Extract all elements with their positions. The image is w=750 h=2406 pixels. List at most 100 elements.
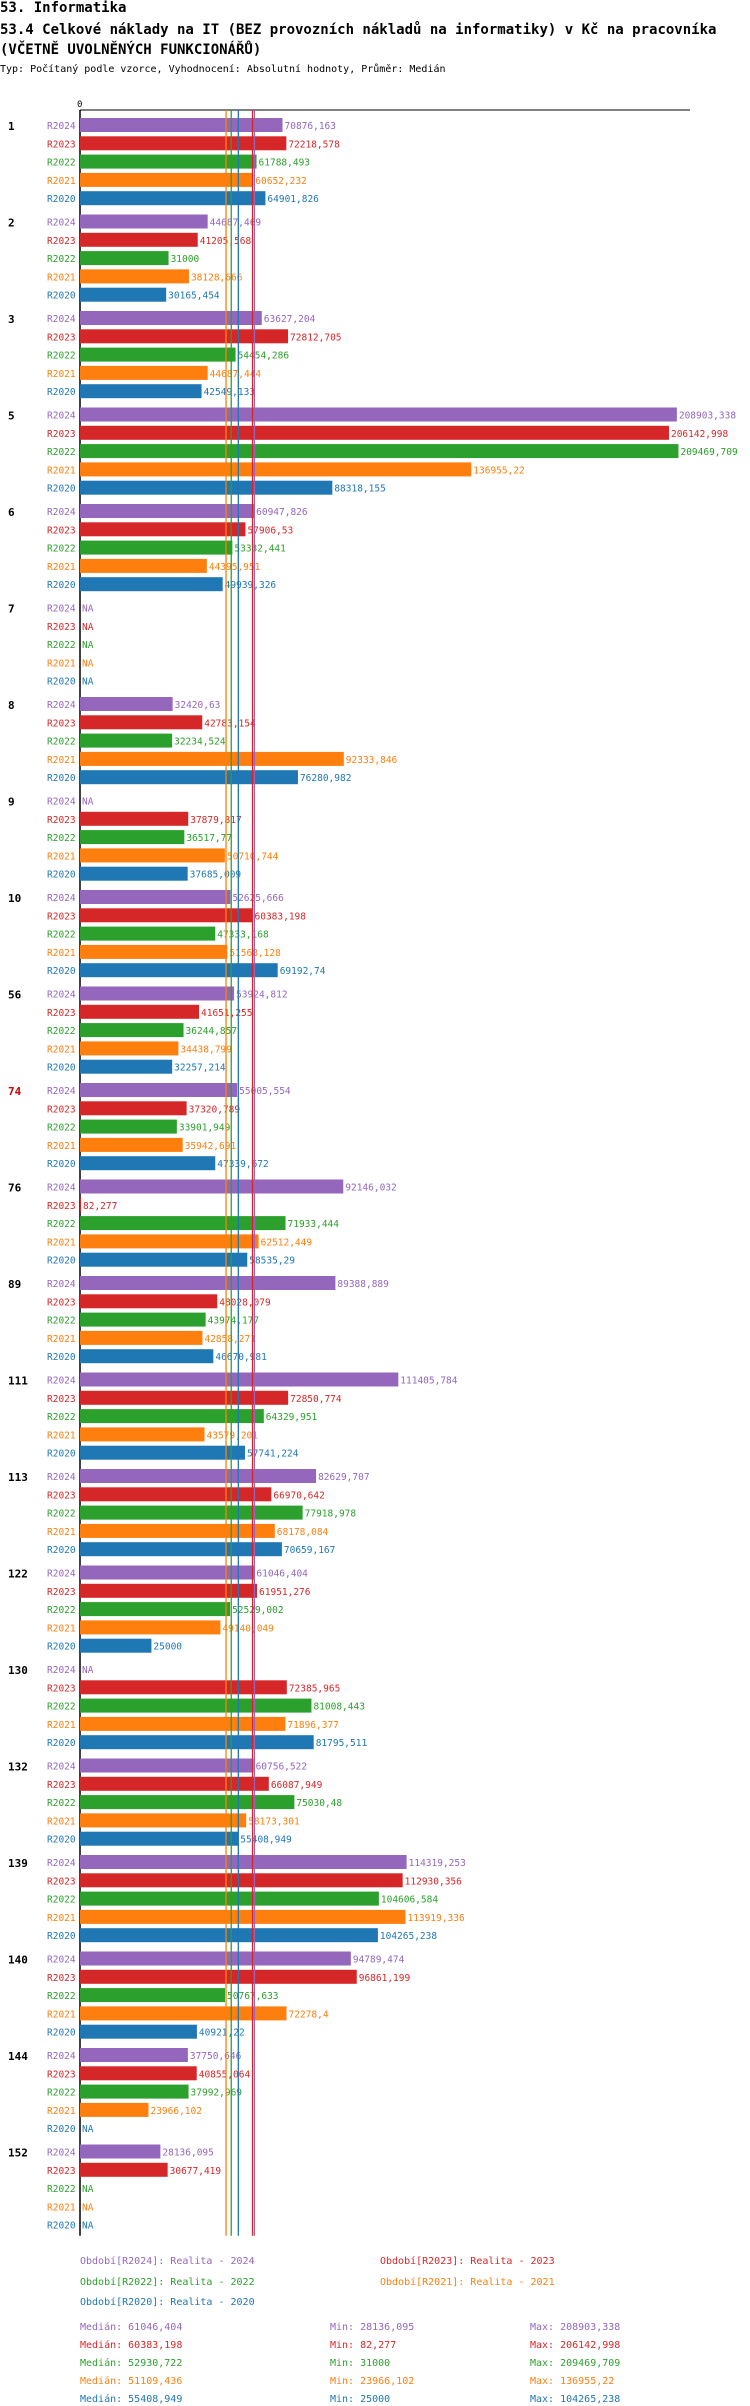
bar-1-R2020 xyxy=(80,191,266,206)
stat-max-R2023: Max: 206142,998 xyxy=(530,2340,620,2351)
group-label-89: 89 xyxy=(8,1278,21,1291)
group-label-144: 144 xyxy=(8,2050,28,2063)
bar-2-R2022 xyxy=(80,251,169,266)
value-label-10-R2020: 69192,74 xyxy=(280,966,326,977)
bar-113-R2021 xyxy=(80,1523,275,1538)
series-label-R2022: R2022 xyxy=(47,1991,76,2002)
series-label-R2024: R2024 xyxy=(47,700,76,711)
series-label-R2020: R2020 xyxy=(47,773,76,784)
value-label-76-R2021: 62512,449 xyxy=(261,1237,313,1248)
series-label-R2022: R2022 xyxy=(47,1026,76,1037)
value-label-113-R2021: 68178,084 xyxy=(277,1527,329,1538)
stat-max-R2020: Max: 104265,238 xyxy=(530,2394,620,2405)
value-label-1-R2023: 72218,578 xyxy=(288,139,340,150)
series-label-R2023: R2023 xyxy=(47,525,76,536)
series-label-R2024: R2024 xyxy=(47,411,76,422)
value-label-132-R2020: 55408,949 xyxy=(240,1835,292,1846)
value-label-3-R2022: 54454,286 xyxy=(238,351,290,362)
bar-6-R2022 xyxy=(80,540,233,555)
bar-8-R2023 xyxy=(80,715,203,730)
value-label-152-R2022: NA xyxy=(82,2184,94,2195)
bar-122-R2020 xyxy=(80,1638,152,1653)
group-label-132: 132 xyxy=(8,1761,28,1774)
value-label-56-R2024: 53924,812 xyxy=(236,990,287,1001)
series-label-R2024: R2024 xyxy=(47,1955,76,1966)
legend-R2022: Období[R2022]: Realita - 2022 xyxy=(80,2276,255,2288)
section-title: 53. Informatika xyxy=(0,0,127,16)
value-label-74-R2024: 55005,554 xyxy=(239,1086,291,1097)
value-label-111-R2022: 64329,951 xyxy=(266,1412,318,1423)
series-label-R2020: R2020 xyxy=(47,580,76,591)
stat-median-R2020: Medián: 55408,949 xyxy=(80,2393,182,2405)
value-label-152-R2020: NA xyxy=(82,2221,94,2232)
series-label-R2022: R2022 xyxy=(47,1509,76,1520)
value-label-10-R2023: 60383,198 xyxy=(255,911,307,922)
bar-5-R2023 xyxy=(80,425,669,440)
series-label-R2024: R2024 xyxy=(47,990,76,1001)
series-label-R2020: R2020 xyxy=(47,484,76,495)
bar-3-R2021 xyxy=(80,365,208,380)
series-label-R2024: R2024 xyxy=(47,1858,76,1869)
value-label-56-R2021: 34438,799 xyxy=(180,1044,232,1055)
value-label-1-R2020: 64901,826 xyxy=(267,194,319,205)
value-label-144-R2022: 37992,969 xyxy=(191,2088,243,2099)
legend-R2021: Období[R2021]: Realita - 2021 xyxy=(380,2276,555,2288)
stat-median-R2022: Medián: 52930,722 xyxy=(80,2357,182,2369)
bar-132-R2022 xyxy=(80,1795,295,1810)
series-label-R2022: R2022 xyxy=(47,2184,76,2195)
bar-113-R2022 xyxy=(80,1505,303,1520)
legend-R2024: Období[R2024]: Realita - 2024 xyxy=(80,2255,255,2267)
series-label-R2023: R2023 xyxy=(47,429,76,440)
series-label-R2021: R2021 xyxy=(47,948,76,959)
value-label-111-R2021: 43579,201 xyxy=(207,1430,259,1441)
value-label-3-R2023: 72812,705 xyxy=(290,332,341,343)
value-label-139-R2020: 104265,238 xyxy=(380,1931,437,1942)
series-label-R2020: R2020 xyxy=(47,1159,76,1170)
bar-9-R2022 xyxy=(80,830,185,845)
series-label-R2024: R2024 xyxy=(47,2051,76,2062)
series-label-R2023: R2023 xyxy=(47,1008,76,1019)
value-label-140-R2021: 72278,4 xyxy=(289,2009,329,2020)
value-label-76-R2023: 82,277 xyxy=(83,1201,117,1212)
bar-2-R2024 xyxy=(80,214,208,229)
bar-8-R2022 xyxy=(80,733,173,748)
series-label-R2023: R2023 xyxy=(47,1973,76,1984)
series-label-R2022: R2022 xyxy=(47,544,76,555)
value-label-10-R2022: 47333,168 xyxy=(217,930,269,941)
value-label-7-R2021: NA xyxy=(82,658,94,669)
value-label-140-R2020: 40921,22 xyxy=(199,2028,245,2039)
value-label-89-R2020: 46670,981 xyxy=(215,1352,267,1363)
bar-132-R2020 xyxy=(80,1831,239,1846)
bar-152-R2023 xyxy=(80,2162,168,2177)
bar-76-R2024 xyxy=(80,1179,344,1194)
bar-10-R2022 xyxy=(80,926,216,941)
series-label-R2023: R2023 xyxy=(47,2166,76,2177)
stat-max-R2022: Max: 209469,709 xyxy=(530,2358,620,2369)
group-label-56: 56 xyxy=(8,989,22,1002)
value-label-74-R2023: 37320,789 xyxy=(189,1104,241,1115)
series-label-R2021: R2021 xyxy=(47,1527,76,1538)
value-label-122-R2023: 61951,276 xyxy=(259,1587,311,1598)
series-label-R2020: R2020 xyxy=(47,966,76,977)
stat-min-R2022: Min: 31000 xyxy=(330,2358,390,2369)
series-label-R2022: R2022 xyxy=(47,1412,76,1423)
series-label-R2021: R2021 xyxy=(47,176,76,187)
bar-130-R2022 xyxy=(80,1698,312,1713)
value-label-7-R2023: NA xyxy=(82,622,94,633)
series-label-R2021: R2021 xyxy=(47,2202,76,2213)
bar-56-R2020 xyxy=(80,1059,173,1074)
series-label-R2023: R2023 xyxy=(47,1490,76,1501)
value-label-6-R2021: 44395,951 xyxy=(209,562,261,573)
series-label-R2021: R2021 xyxy=(47,1720,76,1731)
bar-139-R2024 xyxy=(80,1855,407,1869)
group-label-3: 3 xyxy=(8,313,15,326)
bar-10-R2024 xyxy=(80,890,231,904)
bar-74-R2021 xyxy=(80,1137,183,1152)
series-label-R2021: R2021 xyxy=(47,1334,76,1345)
value-label-74-R2021: 35942,691 xyxy=(185,1141,237,1152)
bar-2-R2020 xyxy=(80,287,167,302)
value-label-144-R2024: 37750,646 xyxy=(190,2051,242,2062)
series-label-R2023: R2023 xyxy=(47,139,76,150)
bar-89-R2021 xyxy=(80,1330,203,1345)
bar-76-R2021 xyxy=(80,1234,259,1249)
